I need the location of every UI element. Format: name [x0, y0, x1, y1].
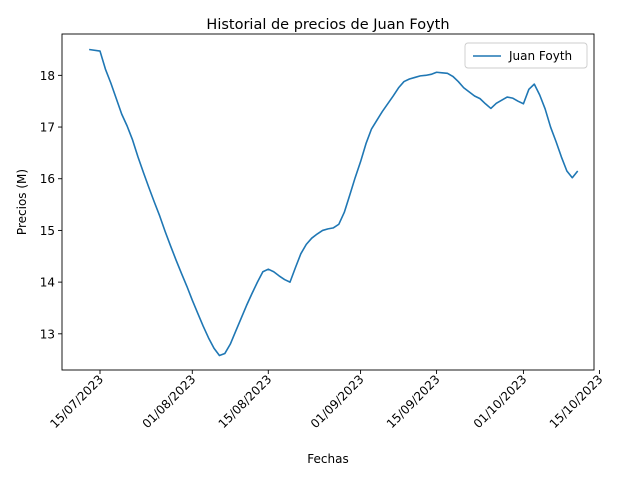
x-axis-label: Fechas	[307, 452, 348, 466]
y-axis-label: Precios (M)	[15, 169, 29, 235]
y-tick-label: 18	[40, 69, 55, 83]
series-line-juan-foyth	[89, 48, 579, 357]
legend: Juan Foyth	[464, 42, 588, 69]
y-axis: 13 14 15 16 17 18	[40, 69, 62, 341]
y-tick-label: 14	[40, 276, 55, 290]
y-tick-label: 17	[40, 121, 55, 135]
legend-box	[464, 42, 588, 69]
y-tick-label: 15	[40, 224, 55, 238]
legend-entry-label: Juan Foyth	[508, 49, 572, 63]
plot-area	[61, 33, 595, 371]
chart-title: Historial de precios de Juan Foyth	[206, 17, 449, 33]
axes-frame	[61, 33, 595, 371]
y-tick-label: 13	[40, 327, 55, 341]
y-tick-label: 16	[40, 172, 55, 186]
